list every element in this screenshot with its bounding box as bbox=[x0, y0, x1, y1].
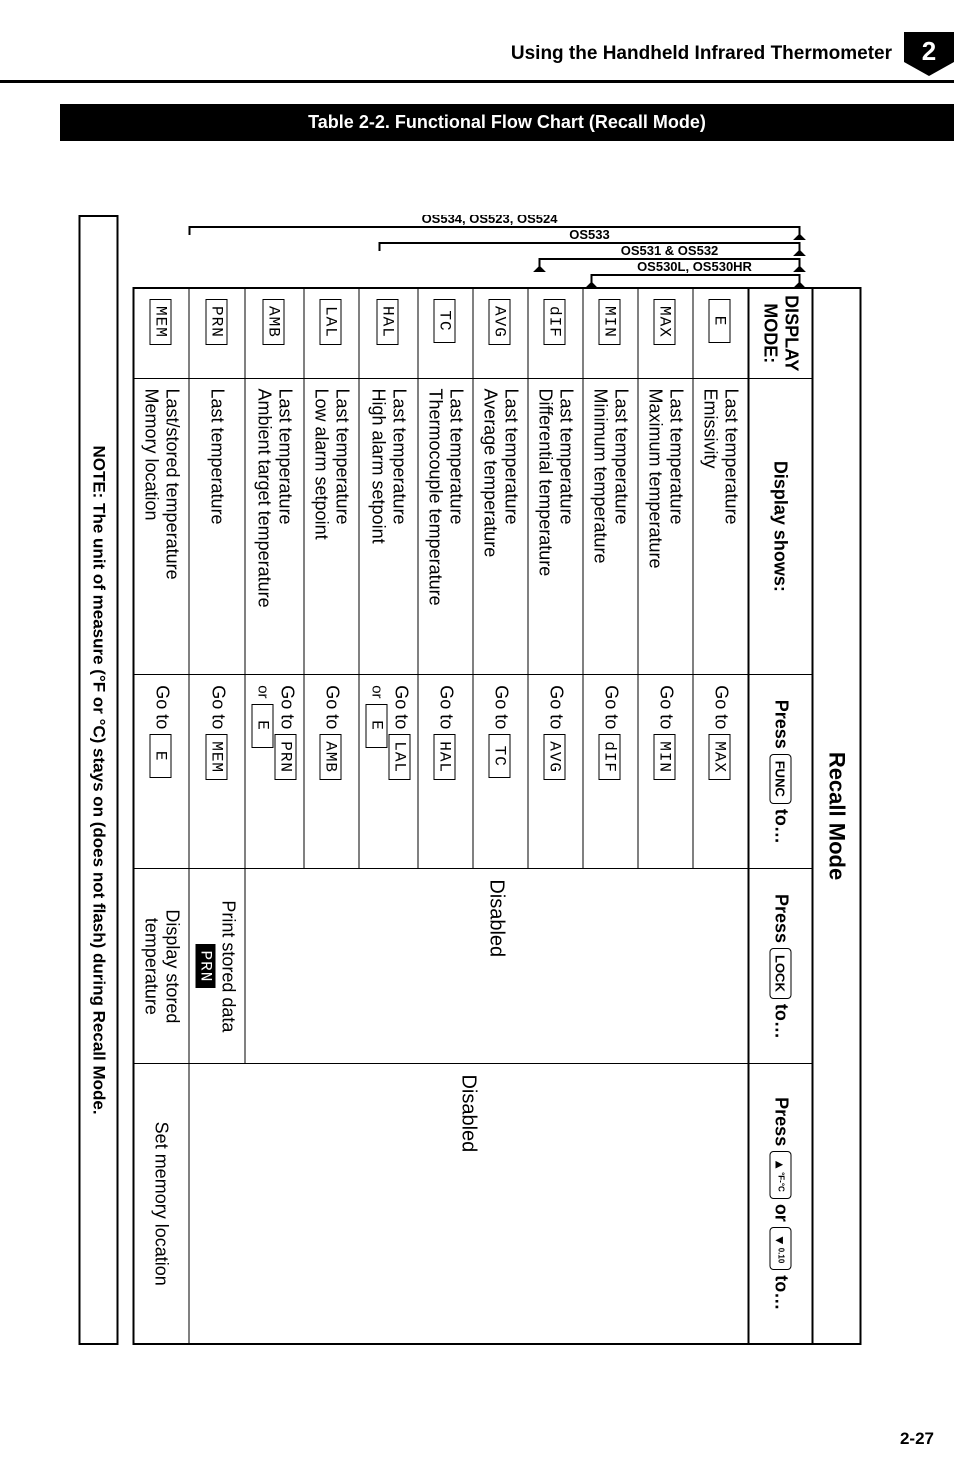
mode-display: LAL bbox=[389, 734, 411, 780]
mode-display: dIF bbox=[599, 734, 621, 780]
goto-cell: Go to MEM bbox=[189, 675, 245, 869]
header-title: Using the Handheld Infrared Thermometer bbox=[511, 43, 892, 65]
down-key-icon: ▼0.10 bbox=[769, 1227, 791, 1270]
goto-cell: Go to AMB bbox=[304, 675, 359, 869]
arrows-cell: Set memory location bbox=[134, 1064, 190, 1344]
mode-display: E bbox=[150, 734, 172, 778]
display-shows-cell: Last temperature Ambient target temperat… bbox=[245, 378, 304, 675]
rotated-panel: OS534, OS523, OS524 OS533 OS531 & OS532 … bbox=[79, 215, 862, 1345]
bracket-icon: OS534, OS523, OS524 OS533 OS531 & OS532 … bbox=[170, 215, 810, 287]
lock-cell: Print stored dataPRN bbox=[189, 869, 245, 1064]
display-mode-cell: dIF bbox=[528, 288, 583, 378]
chapter-number: 2 bbox=[922, 36, 936, 67]
mode-display: E bbox=[709, 299, 731, 343]
bracket-label-c: OS533 bbox=[569, 227, 609, 242]
table-caption: Table 2-2. Functional Flow Chart (Recall… bbox=[60, 104, 954, 141]
mode-display: AVG bbox=[544, 734, 566, 780]
goto-cell: Go to TC bbox=[473, 675, 528, 869]
mode-display: PRN bbox=[275, 734, 297, 780]
mode-display: LAL bbox=[320, 299, 342, 345]
goto-cell: Go to LALor E bbox=[359, 675, 418, 869]
col-press-arrows: Press ▲°F-°C or ▼0.10 to… bbox=[749, 1064, 813, 1344]
page-header: Using the Handheld Infrared Thermometer … bbox=[511, 32, 954, 76]
mode-display: MIN bbox=[599, 299, 621, 345]
col-press-func: Press FUNC to… bbox=[749, 675, 813, 869]
display-mode-cell: E bbox=[693, 288, 749, 378]
page-number: 2-27 bbox=[900, 1429, 934, 1449]
goto-cell: Go to PRNor E bbox=[245, 675, 304, 869]
arrows-disabled-cell: Disabled bbox=[189, 1064, 749, 1344]
table-title: Recall Mode bbox=[813, 288, 861, 1344]
display-shows-cell: Last temperature Thermocouple temperatur… bbox=[418, 378, 473, 675]
recall-mode-table: Recall Mode DISPLAY MODE: Display shows:… bbox=[133, 287, 862, 1345]
display-mode-cell: PRN bbox=[189, 288, 245, 378]
display-mode-cell: MAX bbox=[638, 288, 693, 378]
display-shows-cell: Last temperature Emissivity bbox=[693, 378, 749, 675]
bracket-column: OS534, OS523, OS524 OS533 OS531 & OS532 … bbox=[133, 215, 862, 287]
goto-cell: Go to HAL bbox=[418, 675, 473, 869]
mode-display: TC bbox=[434, 299, 456, 343]
display-shows-cell: Last temperature Maximum temperature bbox=[638, 378, 693, 675]
mode-display: HAL bbox=[434, 734, 456, 780]
display-shows-cell: Last temperature Differential temperatur… bbox=[528, 378, 583, 675]
goto-cell: Go to E bbox=[134, 675, 190, 869]
display-shows-cell: Last temperature High alarm setpoint bbox=[359, 378, 418, 675]
mode-display: MAX bbox=[709, 734, 731, 780]
mode-display: AMB bbox=[320, 734, 342, 780]
mode-display: MIN bbox=[654, 734, 676, 780]
mode-display: TC bbox=[489, 734, 511, 778]
goto-cell: Go to AVG bbox=[528, 675, 583, 869]
col-display-mode: DISPLAY MODE: bbox=[749, 288, 813, 378]
goto-cell: Go to MAX bbox=[693, 675, 749, 869]
note-bar: NOTE: The unit of measure (°F or °C) sta… bbox=[79, 215, 119, 1345]
mode-display: MAX bbox=[654, 299, 676, 345]
mode-display: dIF bbox=[544, 299, 566, 345]
goto-cell: Go to MIN bbox=[638, 675, 693, 869]
mode-display-inverse: PRN bbox=[196, 944, 216, 988]
header-rule bbox=[0, 80, 954, 83]
mode-display: HAL bbox=[377, 299, 399, 345]
col-press-lock: Press LOCK to… bbox=[749, 869, 813, 1064]
display-shows-cell: Last temperature Low alarm setpoint bbox=[304, 378, 359, 675]
lock-disabled-cell: Disabled bbox=[245, 869, 749, 1064]
mode-display: AMB bbox=[263, 299, 285, 345]
display-shows-cell: Last/stored temperature Memory location bbox=[134, 378, 190, 675]
chapter-badge: 2 bbox=[904, 32, 954, 76]
bracket-label-b: OS530L, OS530HR bbox=[637, 259, 752, 274]
goto-cell: Go to dIF bbox=[583, 675, 638, 869]
up-key-icon: ▲°F-°C bbox=[769, 1151, 791, 1199]
display-mode-cell: AMB bbox=[245, 288, 304, 378]
lock-cell: Display stored temperature bbox=[134, 869, 190, 1064]
mode-display: PRN bbox=[206, 299, 228, 345]
display-mode-cell: MEM bbox=[134, 288, 190, 378]
display-mode-cell: LAL bbox=[304, 288, 359, 378]
lock-key-icon: LOCK bbox=[769, 948, 791, 999]
mode-display: E bbox=[252, 704, 274, 748]
mode-display: AVG bbox=[489, 299, 511, 345]
display-shows-cell: Last temperature Average temperature bbox=[473, 378, 528, 675]
display-shows-cell: Last temperature Minimum temperature bbox=[583, 378, 638, 675]
table-row: ELast temperature EmissivityGo to MAXDis… bbox=[693, 288, 749, 1344]
bracket-label-d: OS534, OS523, OS524 bbox=[422, 215, 559, 226]
display-mode-cell: MIN bbox=[583, 288, 638, 378]
display-shows-cell: Last temperature bbox=[189, 378, 245, 675]
mode-display: E bbox=[366, 704, 388, 748]
table-row: MEM Last/stored temperature Memory locati… bbox=[134, 288, 190, 1344]
col-display-shows: Display shows: bbox=[749, 378, 813, 675]
mode-display: MEM bbox=[206, 734, 228, 780]
func-key-icon: FUNC bbox=[769, 754, 791, 804]
display-mode-cell: AVG bbox=[473, 288, 528, 378]
note-text: NOTE: The unit of measure (°F or °C) sta… bbox=[90, 445, 109, 1114]
mode-display: MEM bbox=[150, 299, 172, 345]
bracket-label-a: OS531 & OS532 bbox=[621, 243, 719, 258]
display-mode-cell: HAL bbox=[359, 288, 418, 378]
display-mode-cell: TC bbox=[418, 288, 473, 378]
